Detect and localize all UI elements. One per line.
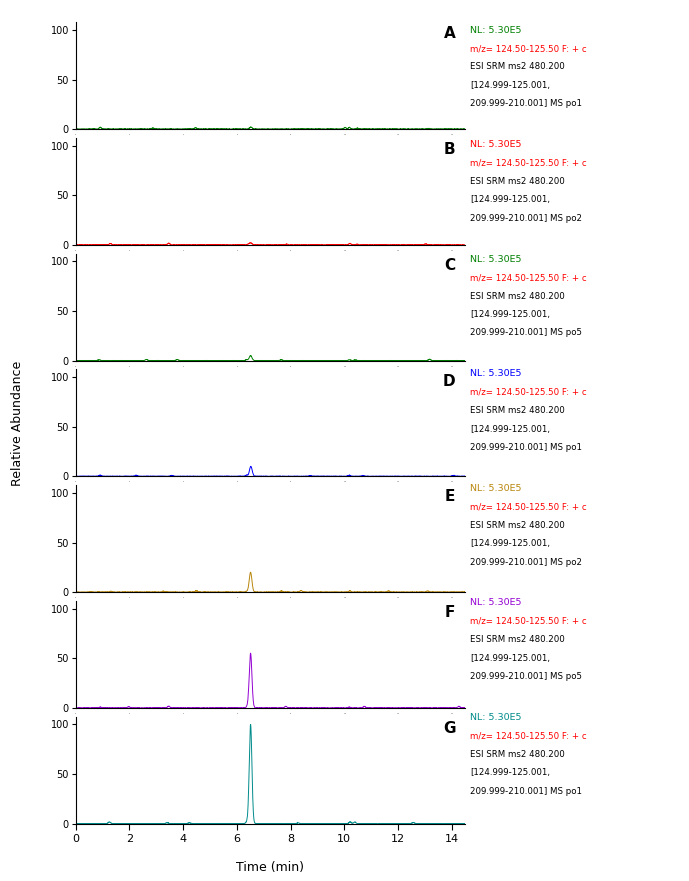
Text: ESI SRM ms2 480.200: ESI SRM ms2 480.200 <box>470 177 565 186</box>
Text: G: G <box>443 721 455 736</box>
Text: NL: 5.30E5: NL: 5.30E5 <box>470 484 522 492</box>
Text: Relative Abundance: Relative Abundance <box>11 360 23 485</box>
Text: 209.999-210.001] MS po1: 209.999-210.001] MS po1 <box>470 787 582 796</box>
Text: ESI SRM ms2 480.200: ESI SRM ms2 480.200 <box>470 406 565 415</box>
Text: 209.999-210.001] MS po5: 209.999-210.001] MS po5 <box>470 672 582 681</box>
Text: m/z= 124.50-125.50 F: + c: m/z= 124.50-125.50 F: + c <box>470 502 586 511</box>
Text: A: A <box>444 26 455 41</box>
Text: ESI SRM ms2 480.200: ESI SRM ms2 480.200 <box>470 292 565 300</box>
X-axis label: Time (min): Time (min) <box>236 861 305 874</box>
Text: ESI SRM ms2 480.200: ESI SRM ms2 480.200 <box>470 635 565 644</box>
Text: [124.999-125.001,: [124.999-125.001, <box>470 425 550 433</box>
Text: 209.999-210.001] MS po1: 209.999-210.001] MS po1 <box>470 100 582 108</box>
Text: E: E <box>445 489 455 504</box>
Text: D: D <box>443 374 455 389</box>
Text: m/z= 124.50-125.50 F: + c: m/z= 124.50-125.50 F: + c <box>470 159 586 167</box>
Text: 209.999-210.001] MS po5: 209.999-210.001] MS po5 <box>470 329 582 337</box>
Text: 209.999-210.001] MS po2: 209.999-210.001] MS po2 <box>470 558 582 566</box>
Text: [124.999-125.001,: [124.999-125.001, <box>470 81 550 90</box>
Text: NL: 5.30E5: NL: 5.30E5 <box>470 713 522 722</box>
Text: NL: 5.30E5: NL: 5.30E5 <box>470 26 522 34</box>
Text: F: F <box>445 605 455 620</box>
Text: m/z= 124.50-125.50 F: + c: m/z= 124.50-125.50 F: + c <box>470 731 586 740</box>
Text: NL: 5.30E5: NL: 5.30E5 <box>470 255 522 263</box>
Text: B: B <box>444 142 455 157</box>
Text: 209.999-210.001] MS po1: 209.999-210.001] MS po1 <box>470 443 582 452</box>
Text: NL: 5.30E5: NL: 5.30E5 <box>470 598 522 607</box>
Text: m/z= 124.50-125.50 F: + c: m/z= 124.50-125.50 F: + c <box>470 617 586 626</box>
Text: ESI SRM ms2 480.200: ESI SRM ms2 480.200 <box>470 750 565 759</box>
Text: [124.999-125.001,: [124.999-125.001, <box>470 768 550 777</box>
Text: [124.999-125.001,: [124.999-125.001, <box>470 196 550 204</box>
Text: NL: 5.30E5: NL: 5.30E5 <box>470 369 522 378</box>
Text: NL: 5.30E5: NL: 5.30E5 <box>470 140 522 149</box>
Text: C: C <box>444 258 455 273</box>
Text: [124.999-125.001,: [124.999-125.001, <box>470 539 550 548</box>
Text: m/z= 124.50-125.50 F: + c: m/z= 124.50-125.50 F: + c <box>470 44 586 53</box>
Text: 209.999-210.001] MS po2: 209.999-210.001] MS po2 <box>470 214 582 223</box>
Text: m/z= 124.50-125.50 F: + c: m/z= 124.50-125.50 F: + c <box>470 388 586 396</box>
Text: ESI SRM ms2 480.200: ESI SRM ms2 480.200 <box>470 521 565 529</box>
Text: [124.999-125.001,: [124.999-125.001, <box>470 654 550 663</box>
Text: [124.999-125.001,: [124.999-125.001, <box>470 310 550 319</box>
Text: m/z= 124.50-125.50 F: + c: m/z= 124.50-125.50 F: + c <box>470 273 586 282</box>
Text: ESI SRM ms2 480.200: ESI SRM ms2 480.200 <box>470 63 565 71</box>
